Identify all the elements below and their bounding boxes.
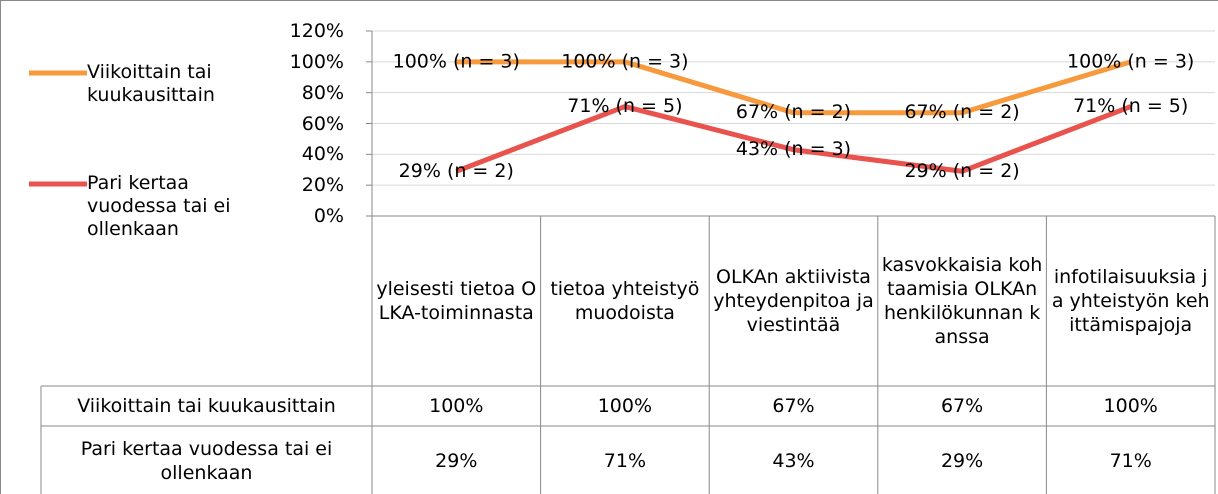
category-label: yleisesti tietoa OLKA-toiminnasta	[376, 278, 537, 324]
table-value: 67%	[772, 395, 815, 417]
data-label: 100% (n = 3)	[393, 50, 520, 72]
table-value: 100%	[1103, 395, 1158, 417]
table-row-label: Pari kertaa vuodessa tai ei ollenkaan	[80, 437, 333, 484]
y-tick-label: 100%	[289, 50, 344, 73]
y-tick-label: 0%	[313, 205, 344, 227]
y-tick-label: 40%	[301, 143, 344, 166]
table-value: 100%	[429, 395, 484, 417]
y-tick-label: 20%	[301, 174, 344, 197]
y-tick-label: 80%	[301, 81, 344, 104]
table-value: 100%	[597, 395, 653, 417]
series-line	[456, 59, 1132, 116]
y-tick-label: 120%	[289, 20, 344, 42]
legend-label: Viikoittain tai kuukausittain	[87, 61, 215, 106]
table-value: 71%	[1109, 449, 1152, 472]
data-label: 29% (n = 2)	[399, 160, 514, 182]
table-row-label: Viikoittain tai kuukausittain	[77, 395, 336, 417]
category-label: kasvokkaisia kohtaamisia OLKAn henkilöku…	[881, 254, 1043, 348]
legend-label: Pari kertaa vuodessa tai ei ollenkaan	[87, 172, 231, 240]
table-value: 43%	[772, 449, 815, 472]
table-value: 71%	[603, 449, 646, 472]
category-label: infotilaisuuksia ja yhteistyön kehittämi…	[1051, 266, 1210, 336]
data-label: 100% (n = 3)	[561, 50, 688, 72]
data-label: 67% (n = 2)	[736, 101, 851, 123]
data-label: 29% (n = 2)	[904, 160, 1019, 182]
data-label: 71% (n = 5)	[567, 95, 682, 117]
table-value: 29%	[940, 449, 984, 472]
category-label: tietoa yhteistyömuodoista	[550, 278, 700, 324]
table-value: 29%	[435, 449, 478, 472]
data-label: 71% (n = 5)	[1073, 95, 1188, 117]
table-value: 67%	[940, 395, 984, 417]
data-label: 43% (n = 3)	[736, 138, 851, 160]
data-label: 67% (n = 2)	[904, 101, 1019, 123]
y-tick-label: 60%	[301, 112, 344, 135]
category-label: OLKAn aktiivista yhteydenpitoa ja viesti…	[713, 266, 874, 336]
data-label: 100% (n = 3)	[1067, 50, 1194, 72]
series-line	[455, 104, 1132, 174]
